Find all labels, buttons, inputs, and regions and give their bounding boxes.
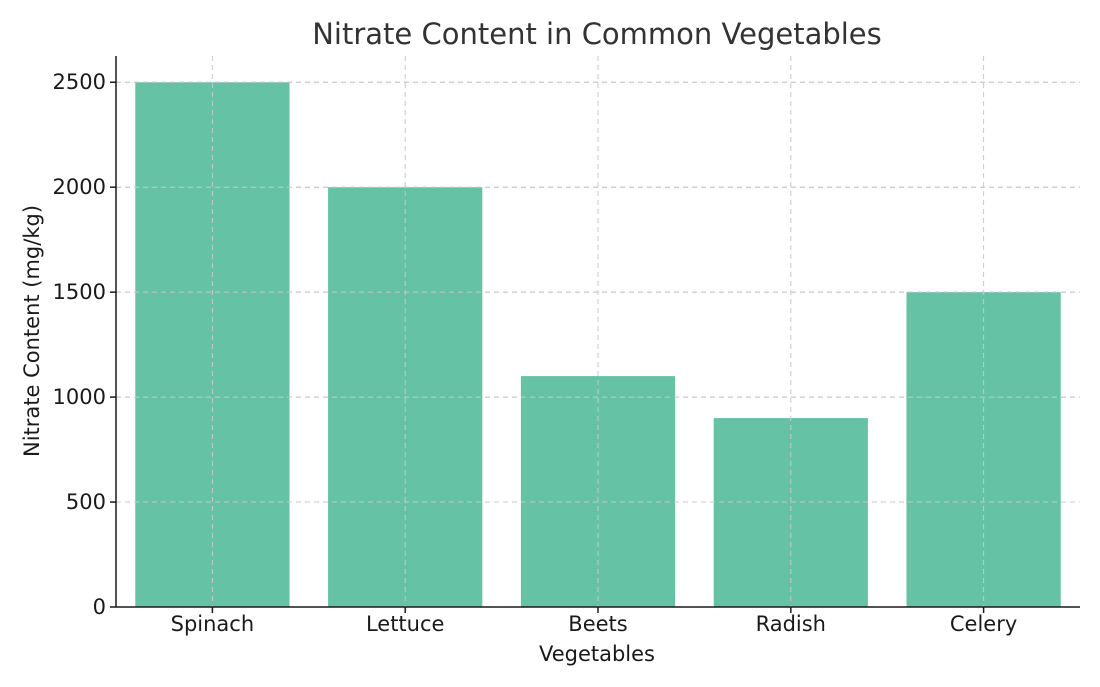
y-axis-label: Nitrate Content (mg/kg) (20, 205, 44, 457)
x-tick-label: Spinach (171, 612, 255, 636)
y-tick-label: 1500 (53, 280, 106, 304)
y-tick-label: 1000 (53, 385, 106, 409)
x-tick-label: Radish (756, 612, 826, 636)
y-tick-label: 500 (66, 490, 106, 514)
x-tick-label: Celery (950, 612, 1017, 636)
x-tick-label: Lettuce (366, 612, 445, 636)
y-tick-label: 0 (93, 595, 106, 619)
x-tick-label: Beets (568, 612, 627, 636)
x-axis-label: Vegetables (539, 642, 655, 666)
chart-title: Nitrate Content in Common Vegetables (312, 17, 882, 51)
y-tick-label: 2500 (53, 70, 106, 94)
y-tick-label: 2000 (53, 175, 106, 199)
ticks: 0 500 1000 1500 2000 2500 Spinach Lettuce Beets R… (53, 70, 1018, 636)
bar-radish (713, 418, 868, 607)
bars (116, 56, 1080, 607)
